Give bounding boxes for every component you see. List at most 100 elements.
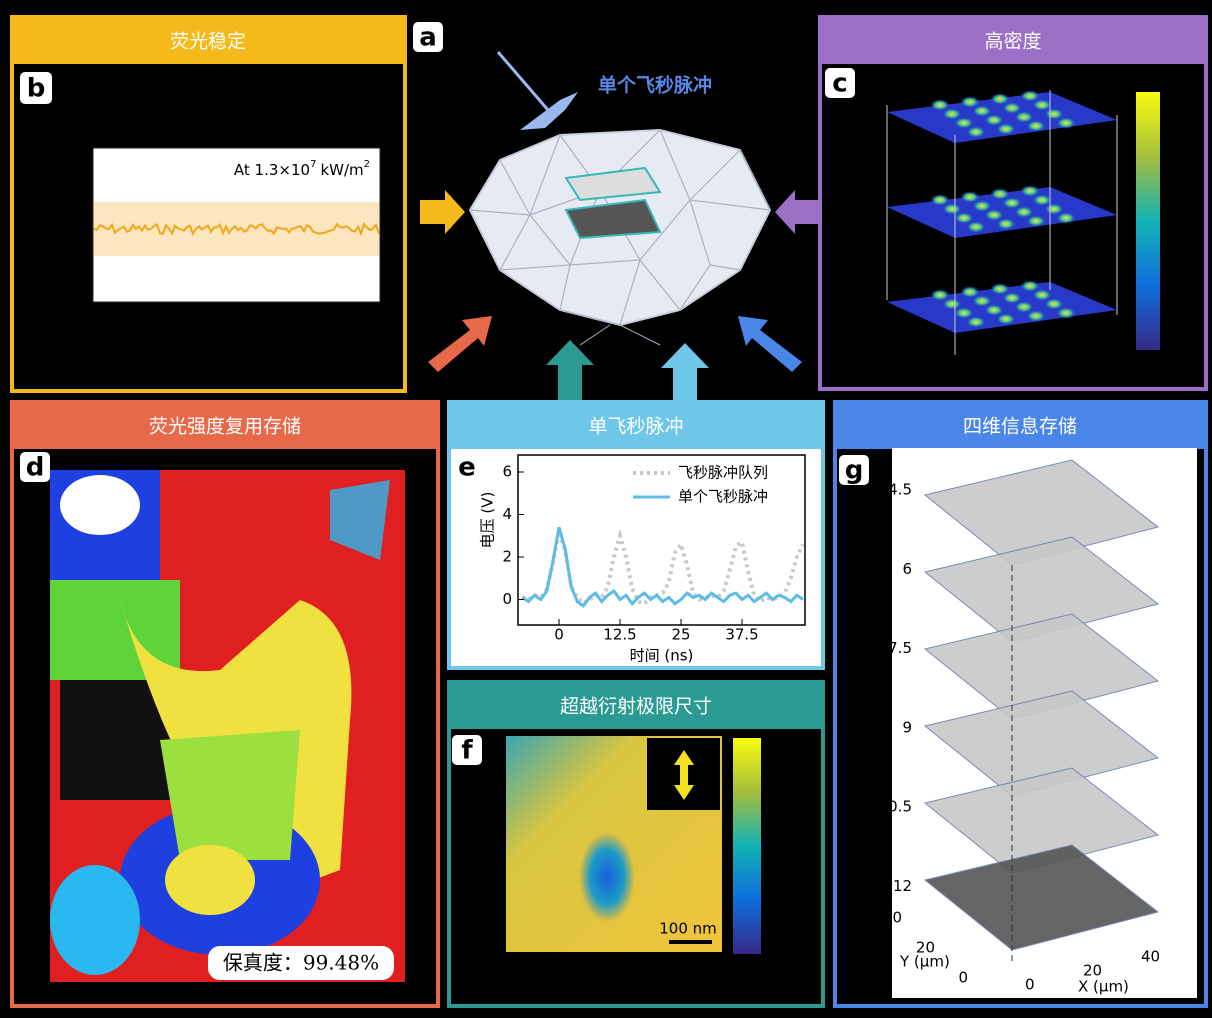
axes-box — [517, 454, 806, 626]
panel-title: 单飞秒脉冲 — [588, 416, 683, 438]
dot — [996, 313, 1016, 325]
pulse-label: 单个飞秒脉冲 — [598, 74, 712, 97]
legend-label: 飞秒脉冲队列 — [678, 464, 768, 482]
dot — [984, 209, 1004, 221]
panel-d: 荧光强度复用存储 d 保真度：99.48% — [10, 400, 440, 1008]
panel-letter: d — [26, 453, 45, 483]
dot — [984, 304, 1004, 316]
letter-box — [20, 452, 50, 482]
layer — [923, 613, 1160, 720]
legend-label: 单个飞秒脉冲 — [678, 488, 768, 506]
layer — [923, 690, 1160, 797]
y-tick-label: 40 — [883, 909, 902, 927]
dot — [966, 221, 986, 233]
y-tick-label: 4 — [502, 505, 512, 523]
annotation-text: At 1.3×10 — [234, 161, 310, 179]
dot — [1020, 185, 1040, 197]
x-tick-label: 37.5 — [725, 626, 758, 644]
image-layer — [564, 166, 662, 202]
dot — [1056, 212, 1076, 224]
dot — [930, 99, 950, 111]
panel-c: 高密度 c — [818, 15, 1208, 391]
z-tick-label: 0.5 — [888, 798, 912, 816]
dot — [1014, 111, 1034, 123]
letter-box — [413, 22, 443, 52]
dot — [972, 295, 992, 307]
dot — [1032, 194, 1052, 206]
dot — [1002, 102, 1022, 114]
letter-box — [839, 455, 869, 485]
dot — [984, 114, 1004, 126]
dot — [972, 105, 992, 117]
dot — [930, 194, 950, 206]
panel-b: 荧光稳定 b At 1.3×107 kW/m2 — [10, 15, 407, 393]
x-tick-label: 40 — [1141, 948, 1160, 966]
panel-title: 超越衍射极限尺寸 — [560, 696, 712, 718]
dot — [960, 191, 980, 203]
panel-letter: f — [461, 736, 473, 766]
dot — [960, 96, 980, 108]
dot — [1056, 117, 1076, 129]
dot — [942, 108, 962, 120]
dot — [1026, 215, 1046, 227]
letter-box — [20, 72, 52, 104]
dot — [1002, 292, 1022, 304]
dot — [1014, 206, 1034, 218]
crystal-tip — [619, 324, 661, 346]
arrow — [661, 343, 709, 400]
letter-box — [452, 735, 482, 765]
panel-g: 四维信息存储 g 4.5 6 7.5 9 0.5 12 40 20 0 0 20 40 Y (μm) X … — [833, 400, 1208, 1008]
dot — [966, 316, 986, 328]
x-axis-label: X (μm) — [1078, 978, 1129, 996]
dot — [996, 123, 1016, 135]
dot — [1032, 289, 1052, 301]
panel-header — [449, 402, 823, 449]
dot — [996, 218, 1016, 230]
layer — [923, 767, 1160, 874]
panel-header — [449, 682, 823, 729]
panel-letter: c — [832, 69, 847, 99]
dot — [954, 117, 974, 129]
annotation-exp: 7 — [310, 159, 316, 170]
dot — [960, 286, 980, 298]
letter-box — [825, 68, 855, 98]
colorbar — [733, 738, 761, 954]
x-tick-label: 12.5 — [603, 626, 636, 644]
polarization-arrow — [674, 750, 694, 800]
trace — [93, 222, 380, 237]
panel-letter: b — [27, 74, 46, 104]
fidelity: 保真度：99.48% — [223, 951, 379, 975]
y-axis-label: 电压 (V) — [479, 492, 497, 549]
z-tick-label: 12 — [893, 877, 912, 895]
y-axis-label: Y (μm) — [899, 953, 950, 971]
dot — [954, 307, 974, 319]
panel-title: 荧光稳定 — [170, 31, 246, 53]
spot — [579, 832, 635, 922]
dot — [954, 212, 974, 224]
panel-title: 荧光强度复用存储 — [149, 416, 301, 438]
layers: 4.5 6 7.5 9 0.5 12 40 20 0 0 20 40 Y (μm) X (μm) — [883, 459, 1160, 996]
dot — [1044, 298, 1064, 310]
scale-label: 100 nm — [659, 920, 717, 938]
crystal-tip — [579, 324, 611, 346]
dot — [990, 93, 1010, 105]
y-tick-label: 2 — [502, 548, 512, 566]
dot — [942, 298, 962, 310]
layer — [923, 536, 1160, 643]
z-tick-label: 7.5 — [888, 639, 912, 657]
panel-header — [835, 402, 1206, 449]
panel-f: 超越衍射极限尺寸 f 100 nm — [447, 680, 825, 1008]
dot — [966, 126, 986, 138]
pulse-icon — [520, 92, 578, 130]
painting — [50, 470, 405, 982]
panel-letter: e — [458, 453, 476, 483]
arrow — [775, 190, 820, 234]
panel-letter: g — [845, 456, 864, 486]
x-axis-label: 时间 (ns) — [630, 647, 694, 665]
series-line — [521, 526, 804, 608]
arrow — [738, 316, 802, 372]
dot — [1032, 99, 1052, 111]
dot — [1020, 90, 1040, 102]
dot — [990, 188, 1010, 200]
